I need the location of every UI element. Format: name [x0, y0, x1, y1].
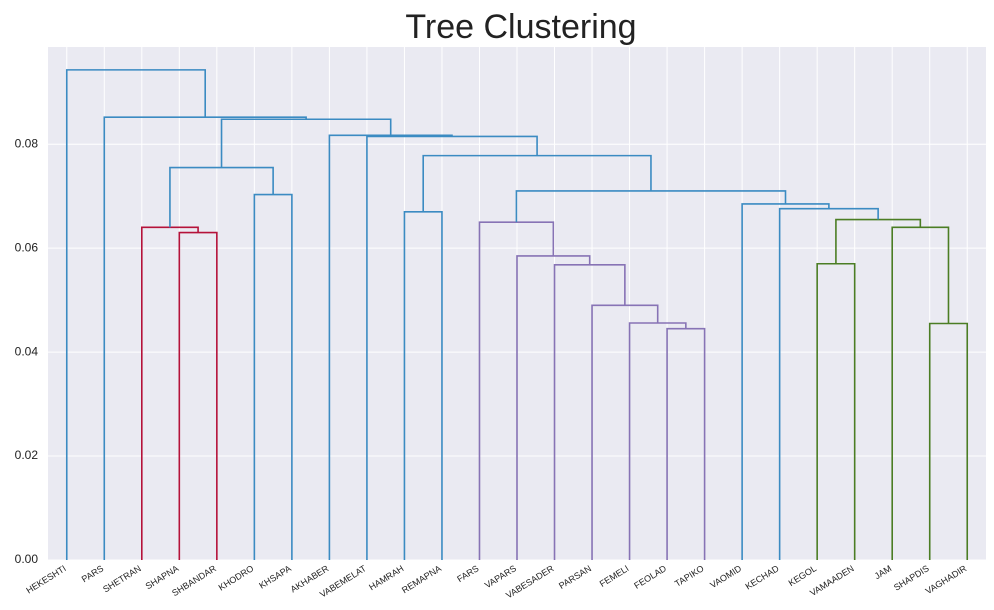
x-tick-label: TAPIKO [673, 563, 706, 589]
dendrogram-link [169, 166, 274, 228]
dendrogram-link [741, 203, 830, 560]
dendrogram-link [328, 134, 453, 560]
x-tick-label: KEGOL [787, 563, 819, 588]
x-tick-label: FARS [455, 563, 480, 584]
x-tick-label: PARS [80, 563, 106, 584]
x-tick-label: KHODRO [217, 563, 256, 592]
x-tick-label: HEKESHTI [24, 563, 67, 595]
dendrogram-link [928, 322, 969, 560]
y-tick-label: 0.06 [15, 240, 39, 254]
x-tick-label: PARSAN [557, 563, 593, 591]
dendrogram-link [253, 193, 293, 560]
y-tick-label: 0.02 [15, 448, 39, 462]
x-tick-label: VAOMID [708, 563, 743, 590]
y-tick-label: 0.04 [15, 344, 39, 358]
dendrogram-link [816, 262, 856, 560]
dendrogram-link [403, 210, 443, 560]
x-tick-label: KHSAPA [257, 563, 293, 590]
dendrogram-link [515, 190, 787, 223]
x-tick-label: SHETRAN [101, 563, 143, 594]
dendrogram-link [628, 322, 687, 560]
chart-title: Tree Clustering [405, 8, 636, 46]
dendrogram-link [65, 69, 206, 560]
x-tick-label: JAM [873, 563, 894, 581]
x-tick-label: REMAPNA [400, 563, 443, 595]
y-tick-label: 0.00 [15, 552, 39, 566]
dendrogram-link [891, 226, 950, 560]
y-tick-label: 0.08 [15, 136, 39, 150]
x-tick-label: FEMELI [598, 563, 631, 589]
x-tick-label: VAGHADIR [924, 563, 969, 596]
x-tick-label: KECHAD [744, 563, 782, 592]
dendrogram-link [141, 226, 199, 560]
x-tick-label: FEOLAD [632, 563, 668, 591]
